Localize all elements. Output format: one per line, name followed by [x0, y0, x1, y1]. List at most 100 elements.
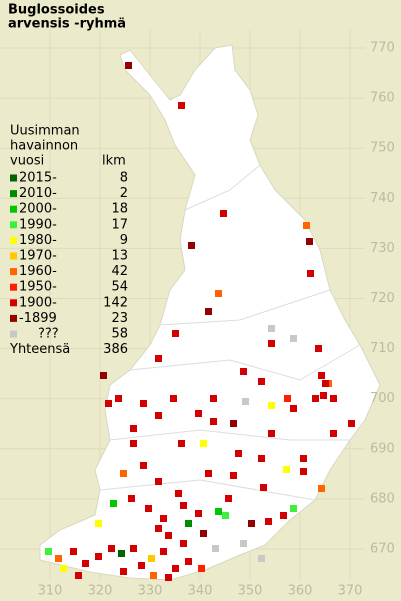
occurrence-square — [284, 395, 291, 402]
occurrence-square — [45, 548, 52, 555]
legend-swatch — [10, 190, 17, 198]
occurrence-square — [148, 555, 155, 562]
legend-count: 9 — [120, 233, 128, 248]
occurrence-square — [130, 440, 137, 447]
occurrence-square — [210, 418, 217, 425]
occurrence-square — [303, 222, 310, 229]
occurrence-square — [330, 395, 337, 402]
occurrence-square — [235, 450, 242, 457]
legend-label: 2015- — [19, 171, 57, 186]
occurrence-square — [220, 210, 227, 217]
occurrence-square — [268, 430, 275, 437]
legend-label: 1970- — [19, 249, 57, 264]
legend-swatch — [10, 174, 17, 182]
occurrence-square — [307, 270, 314, 277]
y-label: 760 — [370, 91, 395, 106]
occurrence-square — [240, 368, 247, 375]
occurrence-square — [165, 532, 172, 539]
legend-label: 1950- — [19, 280, 57, 295]
occurrence-square — [268, 402, 275, 409]
legend-swatch — [10, 283, 17, 291]
occurrence-square — [268, 340, 275, 347]
occurrence-square — [100, 372, 107, 379]
occurrence-square — [178, 102, 185, 109]
y-label: 690 — [370, 441, 395, 456]
occurrence-square — [290, 405, 297, 412]
x-label: 360 — [288, 584, 313, 599]
legend-label: 2010- — [19, 186, 57, 201]
legend-swatch — [10, 268, 17, 276]
occurrence-square — [258, 378, 265, 385]
occurrence-square — [128, 495, 135, 502]
occurrence-square — [258, 455, 265, 462]
region-border — [109, 429, 350, 441]
occurrence-square — [230, 420, 237, 427]
region-border — [99, 479, 316, 501]
occurrence-square — [260, 484, 267, 491]
occurrence-square — [248, 520, 255, 527]
legend-label: 2000- — [19, 202, 57, 217]
total-count: 386 — [103, 342, 128, 357]
legend-count: 13 — [111, 249, 128, 264]
occurrence-square — [180, 502, 187, 509]
occurrence-square — [138, 562, 145, 569]
x-label: 310 — [38, 584, 63, 599]
legend-swatch — [10, 299, 17, 307]
occurrence-square — [140, 400, 147, 407]
occurrence-square — [55, 555, 62, 562]
occurrence-square — [290, 505, 297, 512]
occurrence-square — [160, 515, 167, 522]
occurrence-square — [330, 430, 337, 437]
occurrence-square — [242, 398, 249, 405]
occurrence-square — [198, 565, 205, 572]
occurrence-square — [185, 558, 192, 565]
occurrence-square — [268, 325, 275, 332]
legend-count: 23 — [111, 311, 128, 326]
legend-label: -1899 — [19, 311, 57, 326]
legend-label: 1990- — [19, 217, 57, 232]
y-label: 700 — [370, 391, 395, 406]
legend-label: 1960- — [19, 264, 57, 279]
y-label: 720 — [370, 291, 395, 306]
legend-count: 18 — [111, 202, 128, 217]
occurrence-square — [110, 500, 117, 507]
occurrence-square — [215, 508, 222, 515]
x-label: 340 — [188, 584, 213, 599]
occurrence-square — [118, 550, 125, 557]
occurrence-square — [140, 462, 147, 469]
legend-header: vuosi — [10, 154, 44, 169]
occurrence-square — [155, 412, 162, 419]
occurrence-square — [300, 468, 307, 475]
occurrence-square — [240, 540, 247, 547]
occurrence-square — [160, 548, 167, 555]
occurrence-square — [60, 565, 67, 572]
occurrence-square — [178, 440, 185, 447]
occurrence-square — [188, 242, 195, 249]
y-label: 740 — [370, 191, 395, 206]
legend-swatch — [10, 330, 17, 338]
y-label: 710 — [370, 341, 395, 356]
occurrence-square — [215, 290, 222, 297]
region-border — [129, 344, 361, 381]
occurrence-square — [105, 400, 112, 407]
occurrence-square — [230, 472, 237, 479]
legend-header: havainnon — [10, 139, 78, 154]
y-label: 750 — [370, 141, 395, 156]
y-label: 670 — [370, 542, 395, 557]
occurrence-square — [195, 410, 202, 417]
occurrence-square — [170, 395, 177, 402]
legend-count-header: lkm — [102, 154, 126, 169]
legend-label: 1900- — [19, 295, 57, 310]
occurrence-square — [283, 466, 290, 473]
occurrence-square — [315, 345, 322, 352]
title: Buglossoides — [8, 3, 105, 18]
legend-count: 142 — [103, 295, 128, 310]
occurrence-square — [145, 505, 152, 512]
occurrence-square — [108, 545, 115, 552]
occurrence-square — [222, 512, 229, 519]
x-label: 370 — [338, 584, 363, 599]
legend-label: 1980- — [19, 233, 57, 248]
occurrence-square — [155, 525, 162, 532]
